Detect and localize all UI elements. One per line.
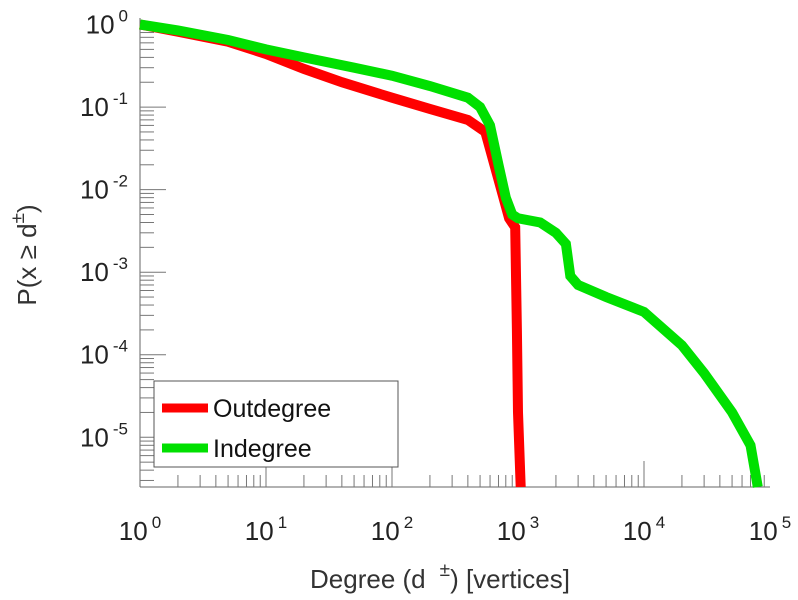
y-axis-label-pre: P(x ≥ d — [12, 223, 42, 305]
x-axis-label-post: ) [vertices] — [450, 564, 570, 594]
x-tick-label: 10 4 — [623, 513, 665, 546]
x-tick-label: 10 0 — [119, 513, 161, 546]
legend-label-indegree: Indegree — [213, 435, 312, 463]
legend-box — [153, 380, 399, 468]
series-layer — [139, 19, 763, 488]
x-tick-label: 10 2 — [371, 513, 413, 546]
y-tick-label: 10 -2 — [80, 172, 128, 205]
y-axis-label-sup: ± — [8, 213, 29, 223]
y-tick-label: 10 0 — [86, 7, 128, 40]
y-tick-label: 10 -1 — [80, 89, 128, 122]
x-tick-label: 10 3 — [497, 513, 539, 546]
x-tick-label: 10 1 — [245, 513, 287, 546]
y-tick-label: 10 -5 — [80, 419, 128, 452]
legend: Outdegree Indegree — [153, 380, 399, 468]
legend-label-outdegree: Outdegree — [213, 395, 331, 423]
y-axis-label: P(x ≥ d±) — [8, 204, 42, 305]
y-minor-ticks — [139, 18, 166, 487]
y-axis-label-post: ) — [12, 204, 42, 213]
x-axis-label-sup: ± — [440, 560, 450, 581]
x-axis-label-pre: Degree (d — [310, 564, 426, 594]
x-axis-label: Degree (d ±) [vertices] — [310, 560, 570, 594]
y-tick-label: 10 -4 — [80, 337, 128, 370]
y-tick-label: 10 -3 — [80, 254, 128, 287]
x-tick-label: 10 5 — [749, 513, 791, 546]
series-line-indegree — [139, 19, 763, 488]
x-minor-ticks — [139, 461, 770, 488]
x-tick-labels: 10 0 10 1 10 2 10 3 10 4 10 5 — [119, 513, 791, 546]
